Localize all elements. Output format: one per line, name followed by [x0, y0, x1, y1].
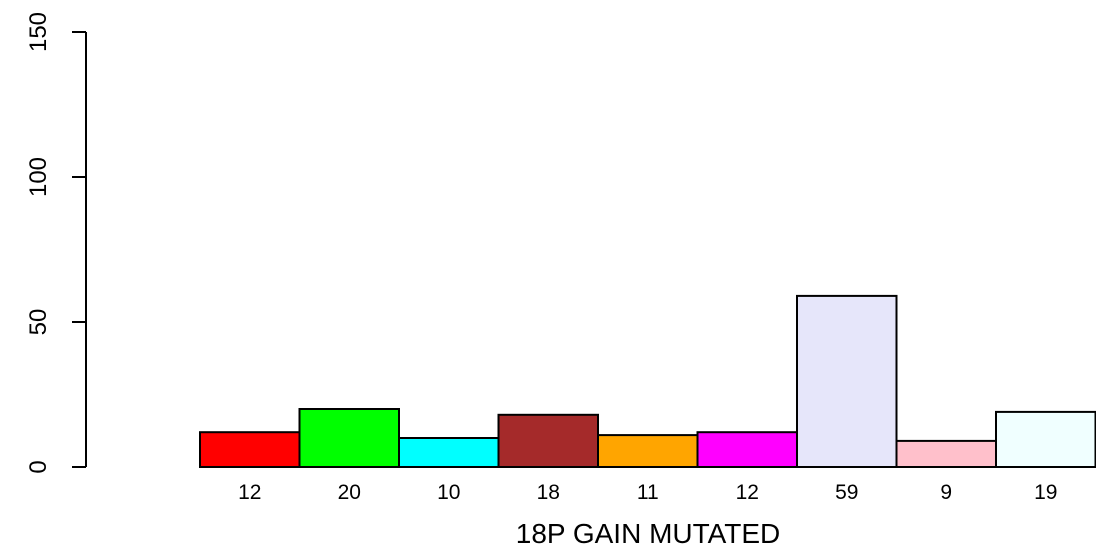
y-tick-label: 150 — [25, 12, 52, 52]
y-tick-label: 0 — [25, 460, 52, 473]
bar-7 — [796, 294, 898, 468]
bar-5 — [597, 434, 699, 469]
y-tick-label: 100 — [25, 157, 52, 197]
bar-2 — [298, 408, 400, 468]
category-label: 9 — [940, 481, 952, 504]
category-label: 12 — [736, 481, 759, 504]
category-label: 19 — [1034, 481, 1057, 504]
category-label: 59 — [835, 481, 858, 504]
bar-9 — [995, 410, 1096, 468]
bar-3 — [398, 437, 500, 468]
category-labels: 12 20 10 18 11 12 59 9 19 — [238, 481, 1057, 504]
category-label: 12 — [238, 481, 261, 504]
bar-6 — [696, 431, 798, 469]
y-tick-label: 50 — [25, 309, 52, 336]
bar-4 — [497, 413, 599, 468]
bars — [199, 294, 1096, 469]
bar-1 — [199, 431, 301, 469]
bar-8 — [895, 439, 997, 468]
category-label: 11 — [637, 481, 659, 504]
category-label: 18 — [537, 481, 560, 504]
category-label: 20 — [338, 481, 361, 504]
x-axis-label: 18P GAIN MUTATED — [516, 518, 781, 549]
y-axis: 0 50 100 150 — [25, 12, 87, 474]
category-label: 10 — [437, 481, 460, 504]
